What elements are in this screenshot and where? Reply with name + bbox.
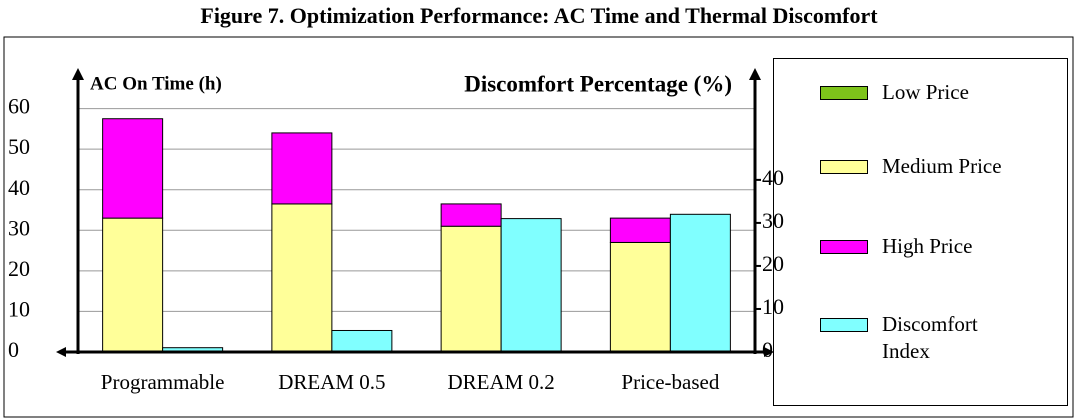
legend-label: Low Price [882, 80, 969, 104]
legend-entry: High Price [820, 233, 1032, 260]
x-tick-label: Programmable [101, 370, 225, 394]
y-axis-label: AC On Time (h) [90, 73, 222, 94]
y-tick-label: 30 [8, 215, 30, 240]
legend-entry: Medium Price [820, 153, 1032, 180]
y2-axis-label: Discomfort Percentage (%) [464, 71, 732, 96]
discomfort-bar [331, 329, 393, 353]
bar-segment [271, 132, 333, 205]
x-axis-arrow-right [764, 347, 774, 357]
chart-title: Figure 7. Optimization Performance: AC T… [200, 3, 878, 28]
legend-label: High Price [882, 234, 973, 258]
discomfort-bar [500, 218, 562, 353]
x-axis-arrow-left [56, 347, 66, 357]
legend-swatch [820, 318, 868, 332]
y-tick-label: 0 [8, 337, 19, 362]
legend-swatch [820, 86, 868, 100]
legend-swatch [820, 160, 868, 174]
legend-entry: Low Price [820, 79, 1032, 106]
bar-segment [609, 217, 671, 243]
y-axis-arrow [72, 68, 84, 80]
legend-label: Discomfort Index [882, 312, 978, 363]
legend-entry: Discomfort Index [820, 311, 992, 365]
bar-segment [609, 241, 671, 353]
y-tick-label: 20 [8, 256, 30, 281]
y-tick-label: 40 [8, 175, 30, 200]
legend-swatch [820, 240, 868, 254]
bar-segment [440, 203, 502, 227]
bar-segment [102, 217, 164, 353]
x-tick-label: Price-based [621, 370, 719, 394]
y2-tick-label: 0 [762, 337, 773, 362]
legend: Low Price Medium Price High Price Discomfor… [773, 58, 1068, 406]
bar-segment [102, 118, 164, 219]
bar-segment [271, 203, 333, 353]
y-tick-label: 60 [8, 94, 30, 119]
bar-segment [440, 225, 502, 353]
legend-label: Medium Price [882, 154, 1002, 178]
y2-axis-arrow [749, 68, 761, 80]
x-tick-label: DREAM 0.2 [447, 370, 554, 394]
chart-frame [3, 36, 1074, 418]
y-tick-label: 50 [8, 134, 30, 159]
discomfort-bar [669, 213, 731, 353]
x-tick-label: DREAM 0.5 [278, 370, 385, 394]
y-tick-label: 10 [8, 296, 30, 321]
bars [102, 118, 731, 353]
